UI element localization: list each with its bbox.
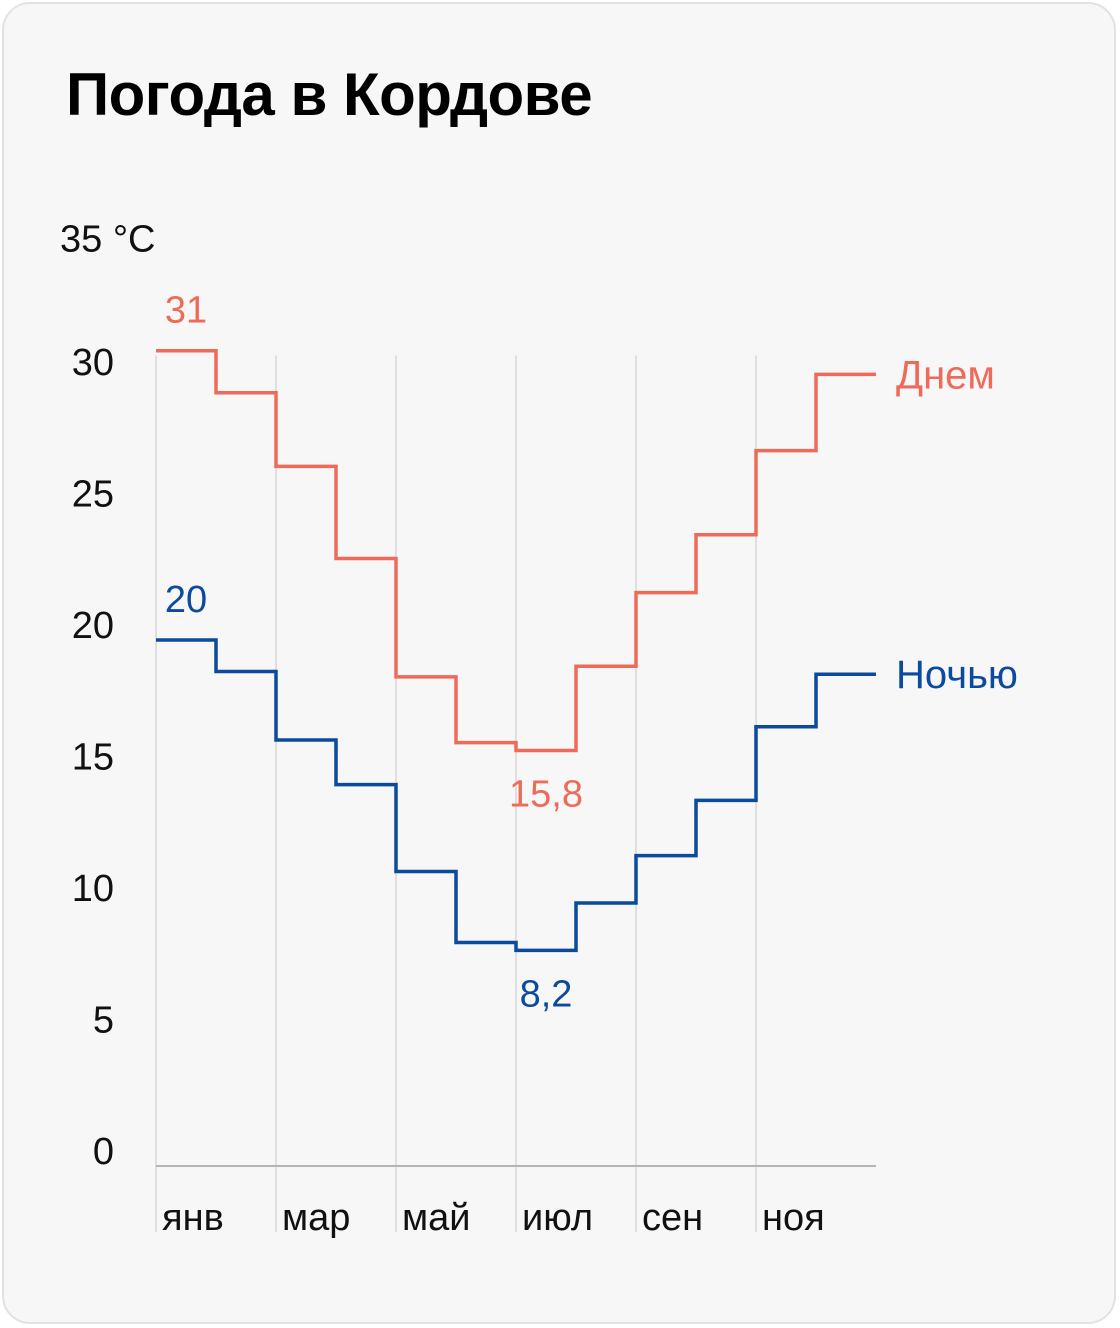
x-tick-label: ноя bbox=[762, 1197, 825, 1239]
series-line-day bbox=[156, 348, 876, 753]
series-line-night bbox=[156, 638, 876, 953]
y-tick-label: 10 bbox=[72, 868, 114, 910]
y-tick-label: 25 bbox=[72, 474, 114, 516]
x-tick-label: мар bbox=[282, 1197, 350, 1239]
x-tick-label: июл bbox=[522, 1197, 593, 1239]
data-label: 15,8 bbox=[509, 773, 583, 815]
chart-title: Погода в Кордове bbox=[66, 61, 593, 128]
y-tick-label: 35 °C bbox=[60, 219, 155, 261]
y-tick-label: 0 bbox=[93, 1131, 114, 1173]
legend-label: Днем bbox=[896, 353, 995, 397]
data-label: 31 bbox=[165, 290, 207, 332]
y-tick-label: 30 bbox=[72, 342, 114, 384]
data-label: 20 bbox=[165, 579, 207, 621]
legend-label: Ночью bbox=[896, 653, 1018, 697]
y-tick-label: 5 bbox=[93, 1000, 114, 1042]
x-tick-label: май bbox=[402, 1197, 471, 1239]
y-tick-label: 15 bbox=[72, 737, 114, 779]
x-tick-label: янв bbox=[162, 1197, 224, 1239]
data-label: 8,2 bbox=[520, 973, 573, 1015]
y-tick-label: 20 bbox=[72, 605, 114, 647]
x-tick-label: сен bbox=[642, 1197, 703, 1239]
